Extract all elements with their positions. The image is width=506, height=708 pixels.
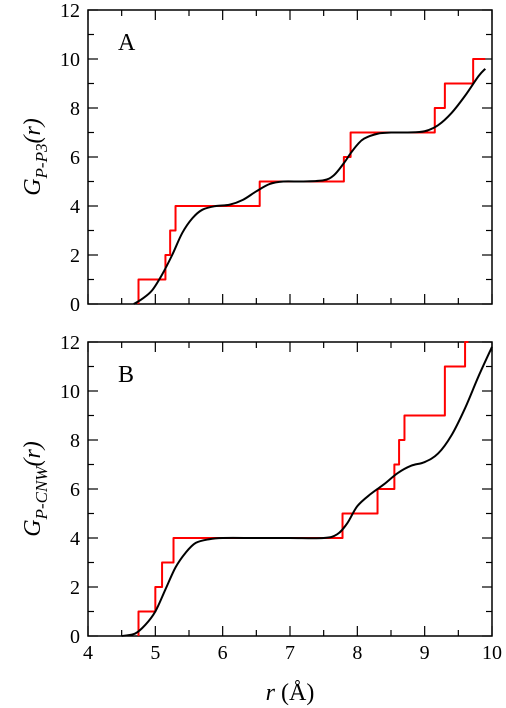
panel-a-ytick-label: 10: [60, 49, 80, 71]
panel-a: 0 2 4 6 8 10 12 A GP-P3(r): [20, 0, 493, 316]
panel-b-ylabel-args: (r): [20, 441, 46, 466]
panel-a-ylabel-args: (r): [20, 118, 46, 143]
panel-b-ytick-label: 2: [70, 577, 80, 599]
panel-b-label: B: [118, 362, 134, 388]
panel-b-ytick-label: 4: [70, 528, 80, 550]
panel-b-ylabel-sub: P-CNW: [32, 465, 51, 521]
panel-b-xtick-label: 9: [420, 642, 430, 664]
panel-a-ytick-label: 6: [70, 147, 80, 169]
panel-a-ticks: 0 2 4 6 8 10 12: [60, 0, 493, 316]
panel-b-xtick-label: 6: [218, 642, 228, 664]
panel-a-ylabel-sub: P-P3: [32, 144, 51, 180]
panel-b-xtick-label: 10: [482, 642, 502, 664]
panel-b-series: [121, 341, 493, 637]
panel-b-ytick-label: 6: [70, 479, 80, 501]
panel-b-xlabel-var: r: [266, 680, 276, 706]
panel-a-ytick-label: 2: [70, 245, 80, 267]
panel-b: 4 5 6 7 8 9 10 0 2 4 6 8 10 12 B GP-CNW(r) r (Å): [20, 332, 502, 706]
panel-b-xtick-label: 7: [285, 642, 295, 664]
panel-a-ylabel: GP-P3(r): [20, 118, 51, 196]
panel-b-ylabel-main: G: [20, 519, 46, 536]
panel-b-ytick-label: 12: [60, 332, 80, 354]
panel-b-ylabel: GP-CNW(r): [20, 441, 51, 537]
panel-a-series-black-smooth-line: [133, 68, 487, 305]
panel-b-xlabel-unit: (Å): [275, 680, 314, 706]
panel-a-frame: [87, 9, 493, 305]
panel-a-ytick-label: 4: [70, 196, 80, 218]
panel-b-series-black-smooth-line: [121, 346, 493, 637]
panel-a-ytick-label: 0: [70, 294, 80, 316]
panel-a-ylabel-main: G: [20, 178, 46, 195]
panel-b-xlabel: r (Å): [266, 680, 315, 706]
panel-a-label: A: [118, 30, 136, 56]
panel-a-series: [133, 58, 487, 305]
panel-b-ytick-label: 8: [70, 430, 80, 452]
panel-b-frame: [87, 341, 493, 637]
panel-a-ytick-label: 12: [60, 0, 80, 22]
panel-a-ytick-label: 8: [70, 98, 80, 120]
panel-a-series-red-step-line: [137, 58, 486, 304]
panel-b-xtick-label: 4: [83, 642, 93, 664]
panel-b-xtick-label: 5: [150, 642, 160, 664]
panel-b-ytick-label: 0: [70, 626, 80, 648]
panel-b-ytick-label: 10: [60, 381, 80, 403]
panel-b-series-red-step-line: [137, 341, 469, 636]
panel-b-xtick-label: 8: [352, 642, 362, 664]
panel-b-ticks: 4 5 6 7 8 9 10 0 2 4 6 8 10 12: [60, 332, 502, 664]
